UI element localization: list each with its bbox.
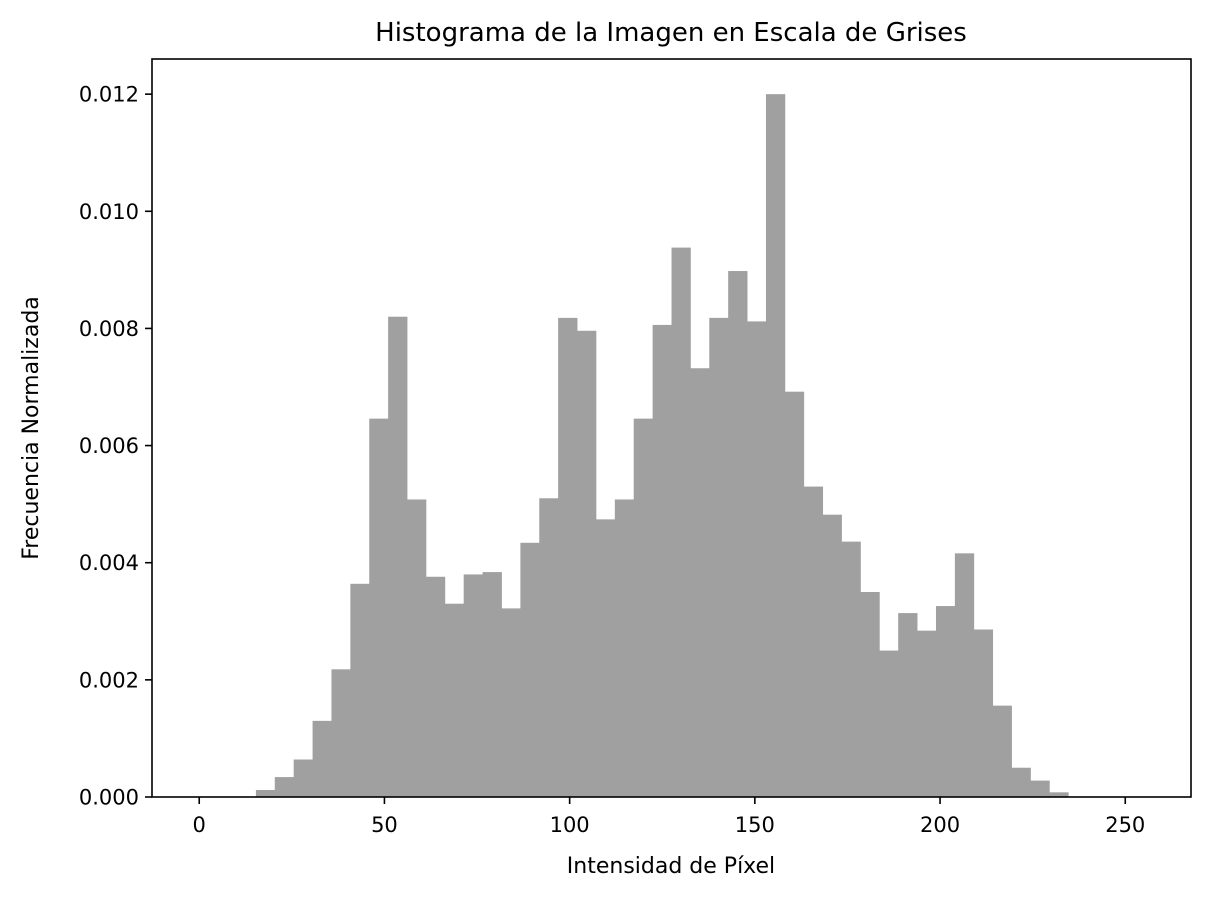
histogram-bar: [312, 720, 332, 797]
x-tick-label: 0: [193, 813, 206, 837]
histogram-bars: [255, 94, 1069, 798]
histogram-bar: [1011, 767, 1031, 797]
histogram-bar: [350, 583, 370, 797]
histogram-bar: [331, 669, 351, 797]
histogram-bar: [444, 603, 465, 797]
histogram-bar: [558, 317, 578, 797]
x-tick-label: 50: [371, 813, 398, 837]
histogram-bar: [709, 317, 729, 797]
histogram-bar: [614, 499, 635, 797]
histogram-bar: [501, 608, 521, 797]
x-tick-label: 200: [920, 813, 960, 837]
histogram-bar: [274, 777, 295, 797]
histogram-bar: [407, 499, 427, 797]
histogram-bar: [293, 759, 313, 797]
histogram-bar: [595, 519, 616, 797]
histogram-bar: [765, 94, 786, 797]
histogram-bar: [841, 541, 861, 797]
x-axis-label: Intensidad de Píxel: [567, 854, 775, 879]
histogram-bar: [879, 650, 899, 797]
histogram-bar: [954, 553, 975, 797]
histogram-bar: [690, 368, 710, 797]
y-tick-label: 0.010: [79, 200, 139, 224]
histogram-bar: [822, 514, 842, 797]
chart-title: Histograma de la Imagen en Escala de Gri…: [375, 18, 967, 48]
histogram-bar: [1030, 780, 1050, 797]
histogram-bar: [652, 324, 672, 797]
y-tick-label: 0.004: [79, 551, 139, 575]
y-tick-label: 0.012: [79, 83, 139, 107]
histogram-bar: [898, 613, 918, 797]
y-axis-ticks: 0.000 0.002 0.004 0.006 0.008 0.010 0.012: [79, 83, 152, 810]
histogram-bar: [520, 542, 540, 797]
y-tick-label: 0.002: [79, 668, 139, 692]
x-tick-label: 100: [550, 813, 590, 837]
histogram-bar: [973, 629, 994, 797]
histogram-bar: [1049, 792, 1069, 797]
y-axis-label: Frecuencia Normalizada: [19, 296, 44, 560]
histogram-bar: [539, 498, 559, 797]
y-tick-label: 0.006: [79, 434, 139, 458]
histogram-bar: [577, 330, 597, 797]
histogram-bar: [784, 391, 805, 797]
x-tick-label: 150: [735, 813, 775, 837]
histogram-bar: [935, 606, 956, 797]
histogram-bar: [388, 316, 408, 797]
x-axis-ticks: 0 50 100 150 200 250: [193, 797, 1145, 837]
histogram-bar: [255, 789, 276, 797]
histogram-bar: [992, 705, 1012, 797]
histogram-bar: [803, 486, 824, 797]
histogram-bar: [860, 592, 880, 797]
histogram-bar: [463, 574, 483, 797]
histogram-bar: [482, 572, 502, 797]
plot-area-frame: [151, 58, 1192, 798]
histogram-bar: [747, 321, 767, 797]
histogram-bar: [671, 247, 691, 798]
y-tick-label: 0.000: [79, 786, 139, 810]
histogram-bar: [728, 271, 748, 797]
y-tick-label: 0.008: [79, 317, 139, 341]
histogram-bar: [425, 576, 446, 797]
x-tick-label: 250: [1105, 813, 1145, 837]
histogram-bar: [633, 418, 654, 797]
histogram-bar: [917, 630, 937, 797]
histogram-bar: [369, 418, 389, 797]
